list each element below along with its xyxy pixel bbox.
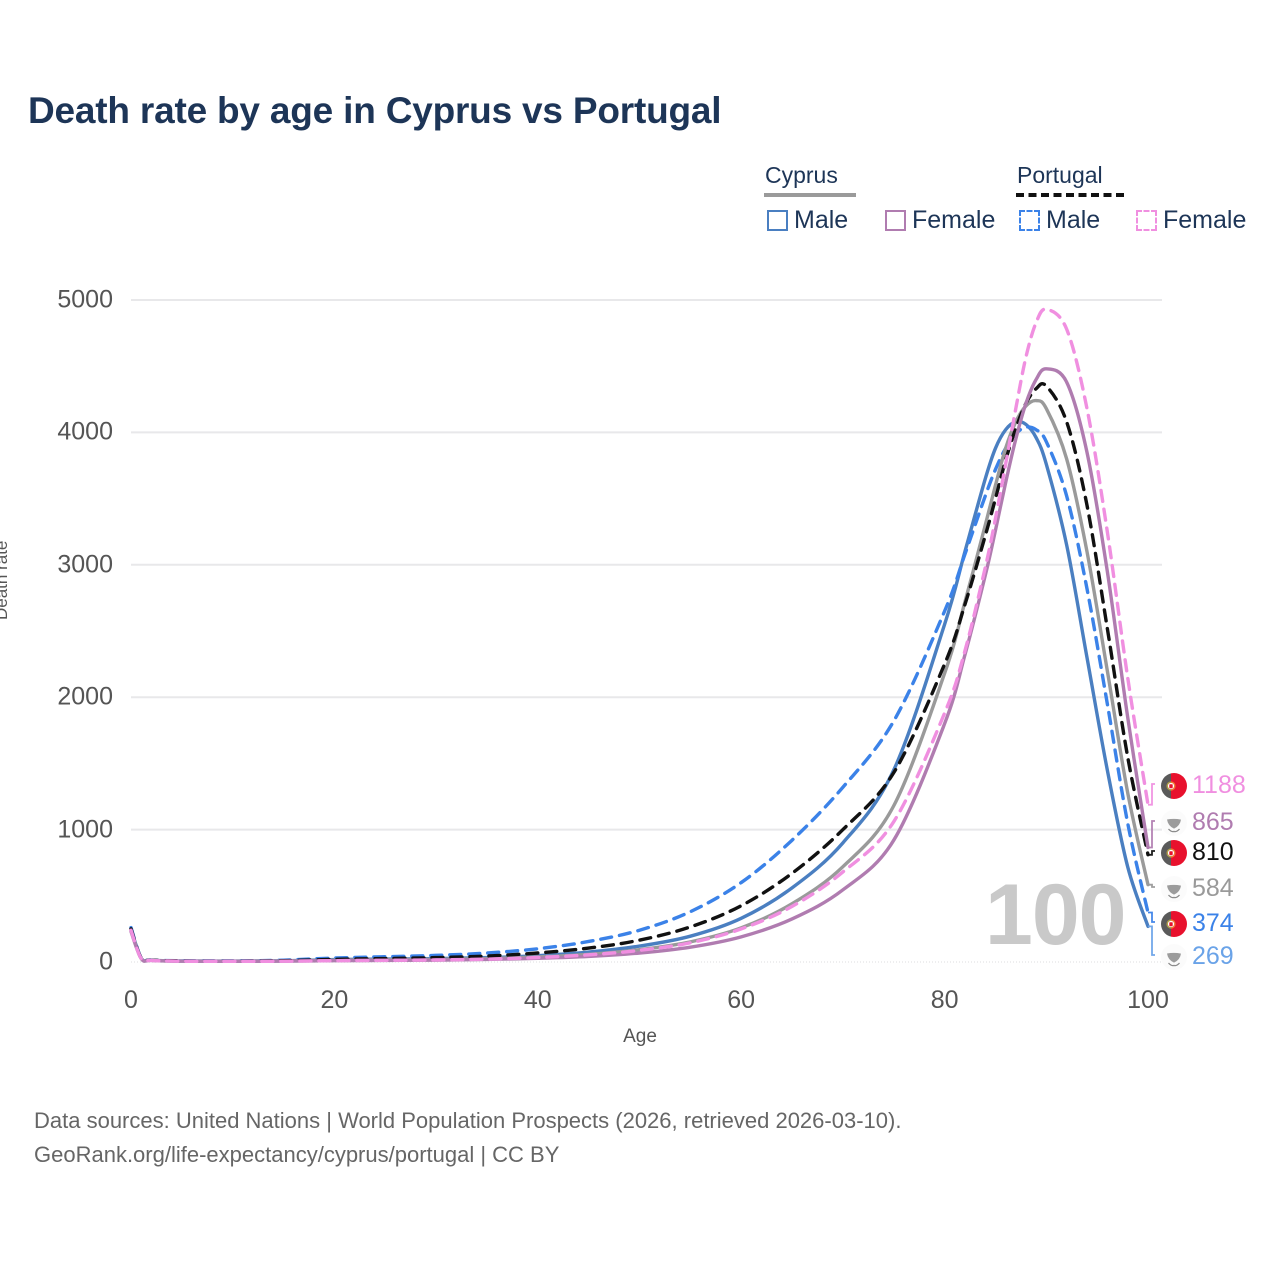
- footer: Data sources: United Nations | World Pop…: [34, 1104, 901, 1172]
- end-label-value-269: 269: [1192, 942, 1234, 970]
- y-axis-tick-5000: 5000: [57, 285, 113, 314]
- series-lines: [129, 307, 1150, 964]
- y-axis-tick-1000: 1000: [57, 815, 113, 844]
- legend-label-cyprus-female: Female: [912, 206, 996, 234]
- x-axis-label: Age: [623, 1026, 657, 1047]
- legend-item-cyprus-male[interactable]: Male: [767, 206, 848, 235]
- legend-label-cyprus-male: Male: [794, 206, 849, 234]
- end-label-374: 374: [1161, 909, 1234, 938]
- legend-item-portugal-female[interactable]: Female: [1136, 206, 1246, 235]
- portugal-flag-icon: [1161, 839, 1187, 866]
- legend-swatch-cyprus-male: [767, 210, 788, 231]
- end-label-value-374: 374: [1192, 909, 1234, 937]
- x-axis-tick-80: 80: [930, 986, 959, 1014]
- x-axis-tick-40: 40: [523, 986, 552, 1014]
- legend-group-portugal-rule: [1016, 193, 1124, 197]
- legend-group-portugal-title: Portugal: [1017, 162, 1103, 188]
- legend-swatch-portugal-male: [1019, 210, 1040, 231]
- legend-swatch-portugal-female: [1136, 210, 1157, 231]
- end-label-value-810: 810: [1192, 838, 1234, 866]
- cyprus-flag-icon: [1161, 875, 1187, 902]
- gridlines: [131, 299, 1162, 963]
- x-axis-tick-0: 0: [124, 986, 138, 1014]
- end-label-connectors: [1148, 783, 1155, 956]
- end-label-810: 810: [1161, 838, 1234, 867]
- end-label-584: 584: [1161, 874, 1234, 903]
- end-label-value-1188: 1188: [1192, 771, 1246, 799]
- legend-swatch-cyprus-female: [885, 210, 906, 231]
- footer-line-url[interactable]: GeoRank.org/life-expectancy/cyprus/portu…: [34, 1142, 560, 1168]
- age-watermark: 100: [985, 867, 1126, 963]
- footer-line-sources: Data sources: United Nations | World Pop…: [34, 1108, 902, 1133]
- legend-label-portugal-male: Male: [1046, 206, 1101, 234]
- y-axis-tick-3000: 3000: [57, 550, 113, 579]
- legend-label-portugal-female: Female: [1163, 206, 1247, 234]
- portugal-flag-icon: [1161, 910, 1187, 937]
- x-axis-tick-100: 100: [1127, 986, 1169, 1014]
- legend-item-cyprus-female[interactable]: Female: [885, 206, 995, 235]
- end-label-value-865: 865: [1192, 808, 1234, 836]
- x-axis-tick-20: 20: [320, 986, 349, 1014]
- x-axis-tick-60: 60: [727, 986, 756, 1014]
- y-axis-tick-2000: 2000: [57, 682, 113, 711]
- cyprus-flag-icon: [1161, 943, 1187, 970]
- end-label-269: 269: [1161, 942, 1234, 971]
- cyprus-flag-icon: [1161, 809, 1187, 836]
- y-axis-tick-0: 0: [99, 947, 113, 976]
- portugal-flag-icon: [1161, 772, 1187, 799]
- page-title: Death rate by age in Cyprus vs Portugal: [28, 90, 722, 131]
- chart-legend: Cyprus Portugal Male Female Male Female: [755, 162, 1255, 242]
- series-line-portugal-female: [129, 307, 1150, 964]
- legend-group-cyprus-rule: [764, 193, 856, 197]
- legend-item-portugal-male[interactable]: Male: [1019, 206, 1100, 235]
- y-axis-label: Death rate: [0, 540, 11, 620]
- legend-group-cyprus-title: Cyprus: [765, 162, 838, 188]
- y-axis-tick-4000: 4000: [57, 417, 113, 446]
- end-label-1188: 1188: [1161, 771, 1246, 800]
- end-label-865: 865: [1161, 808, 1234, 837]
- end-label-value-584: 584: [1192, 874, 1234, 902]
